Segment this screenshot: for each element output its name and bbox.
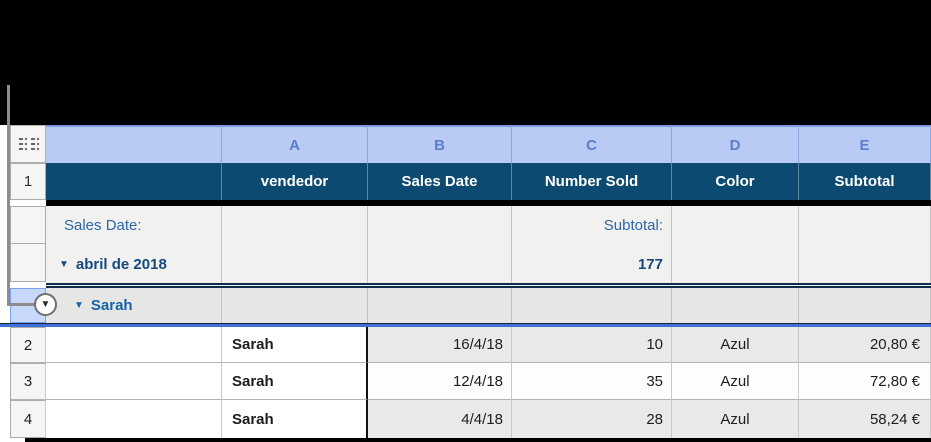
table-row: 4 Sarah 4/4/18 28 Azul 58,24 € — [10, 400, 931, 438]
column-header-a[interactable]: A — [222, 125, 368, 163]
cell-number-sold[interactable]: 10 — [512, 327, 672, 363]
table-handle[interactable] — [10, 125, 46, 163]
column-header-blank[interactable] — [46, 125, 222, 163]
row-number-3[interactable]: 3 — [10, 363, 46, 400]
callout-line-vertical — [7, 85, 10, 306]
group-divider — [46, 283, 931, 288]
column-letters-row: A B C D E — [10, 125, 931, 163]
cell-color[interactable]: Azul — [672, 327, 799, 363]
header-cell-subtotal[interactable]: Subtotal — [799, 163, 931, 200]
header-cell-vendedor[interactable]: vendedor — [222, 163, 368, 200]
cell-number-sold[interactable]: 35 — [512, 363, 672, 400]
top-black-region — [0, 0, 931, 125]
cell-sales-date[interactable]: 4/4/18 — [368, 400, 512, 438]
row-number-4[interactable]: 4 — [10, 400, 46, 438]
group-value-line: ▼ abril de 2018 — [46, 256, 221, 273]
header-cell-sales-date[interactable]: Sales Date — [368, 163, 512, 200]
summary-row-header-bottom[interactable] — [10, 243, 46, 282]
column-header-b[interactable]: B — [368, 125, 512, 163]
callout-line-horizontal — [7, 303, 36, 306]
cell-number-sold[interactable]: 28 — [512, 400, 672, 438]
selection-bottom-border — [0, 323, 931, 327]
group-summary-row: Sales Date: ▼ abril de 2018 Subtotal: 17… — [10, 206, 931, 283]
header-cell-color[interactable]: Color — [672, 163, 799, 200]
cell-blank[interactable] — [46, 363, 222, 400]
cell-sales-date[interactable]: 12/4/18 — [368, 363, 512, 400]
row-number-2[interactable]: 2 — [10, 327, 46, 363]
group-header-row: ▼ Sarah — [10, 288, 931, 323]
subtotal-label: Subtotal: — [603, 217, 663, 234]
summary-cell-a[interactable] — [222, 206, 368, 283]
summary-group-cell[interactable]: Sales Date: ▼ abril de 2018 — [46, 206, 222, 283]
collapse-triangle-icon[interactable]: ▼ — [59, 259, 69, 270]
column-header-d[interactable]: D — [672, 125, 799, 163]
cell-color[interactable]: Azul — [672, 400, 799, 438]
cell-vendedor[interactable]: Sarah — [222, 400, 368, 438]
cell-vendedor[interactable]: Sarah — [222, 327, 368, 363]
summary-cell-d[interactable] — [672, 206, 799, 283]
subtotal-value: 177 — [637, 256, 663, 273]
collapse-triangle-icon[interactable]: ▼ — [74, 300, 84, 311]
group-cell-e[interactable] — [799, 288, 931, 323]
summary-row-headers — [10, 206, 46, 283]
group-value: abril de 2018 — [75, 256, 167, 273]
group-by-label: Sales Date: — [64, 217, 142, 234]
spreadsheet-table: A B C D E 1 vendedor Sales Date Number S… — [0, 125, 931, 442]
table-bottom-border — [25, 438, 931, 442]
summary-row-header-top[interactable] — [10, 206, 46, 244]
group-cell-b[interactable] — [368, 288, 512, 323]
group-label: Sarah — [90, 297, 133, 314]
summary-cell-b[interactable] — [368, 206, 512, 283]
column-header-c[interactable]: C — [512, 125, 672, 163]
summary-subtotal-cell[interactable]: Subtotal: 177 — [512, 206, 672, 283]
table-row: 3 Sarah 12/4/18 35 Azul 72,80 € — [10, 363, 931, 400]
header-bottom-border — [46, 200, 931, 206]
row-number-1[interactable]: 1 — [10, 163, 46, 200]
cell-blank[interactable] — [46, 327, 222, 363]
header-cell-blank[interactable] — [46, 163, 222, 200]
cell-sales-date[interactable]: 16/4/18 — [368, 327, 512, 363]
disclosure-triangle-icon: ▼ — [40, 298, 51, 310]
summary-cell-e[interactable] — [799, 206, 931, 283]
header-row: 1 vendedor Sales Date Number Sold Color … — [10, 163, 931, 200]
table-row: 2 Sarah 16/4/18 10 Azul 20,80 € — [10, 327, 931, 363]
cell-vendedor[interactable]: Sarah — [222, 363, 368, 400]
group-label-cell[interactable]: ▼ Sarah — [46, 288, 222, 323]
cell-color[interactable]: Azul — [672, 363, 799, 400]
cell-subtotal[interactable]: 20,80 € — [799, 327, 931, 363]
table-handle-icon — [17, 137, 40, 151]
group-cell-d[interactable] — [672, 288, 799, 323]
row-disclosure-button[interactable]: ▼ — [34, 293, 57, 316]
column-header-e[interactable]: E — [799, 125, 931, 163]
cell-subtotal[interactable]: 72,80 € — [799, 363, 931, 400]
cell-blank[interactable] — [46, 400, 222, 438]
group-cell-a[interactable] — [222, 288, 368, 323]
group-cell-c[interactable] — [512, 288, 672, 323]
cell-subtotal[interactable]: 58,24 € — [799, 400, 931, 438]
header-cell-number-sold[interactable]: Number Sold — [512, 163, 672, 200]
